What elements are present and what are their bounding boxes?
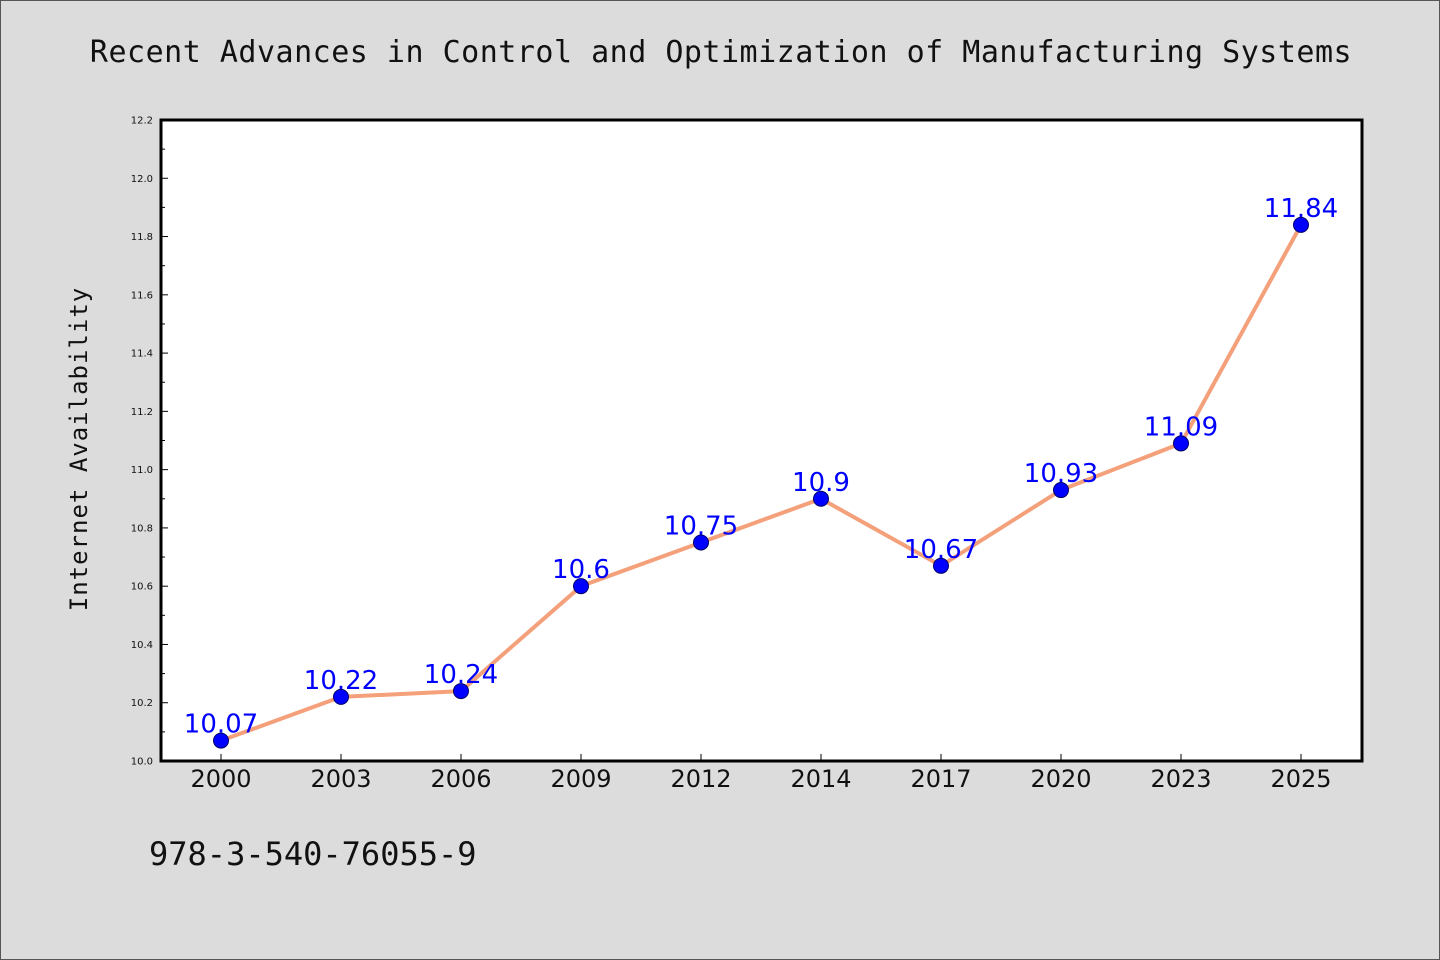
x-axis-ticks: 2000 2003 2006 2009 2012 2014 2017 2020 2023 2025 bbox=[190, 754, 1332, 793]
x-tick-label: 2014 bbox=[790, 765, 851, 793]
x-tick-label: 2017 bbox=[910, 765, 971, 793]
data-label: 11.84 bbox=[1264, 194, 1338, 224]
y-tick-label: 10.6 bbox=[131, 582, 153, 593]
chart-title: Recent Advances in Control and Optimizat… bbox=[89, 35, 1353, 70]
data-label: 10.75 bbox=[664, 511, 738, 541]
x-tick-label: 2020 bbox=[1030, 765, 1091, 793]
data-point bbox=[1053, 482, 1069, 499]
data-point bbox=[213, 732, 229, 749]
series-group: 10.07 10.22 10.24 10.6 10.75 10.9 10.67 10.93 11… bbox=[184, 194, 1338, 749]
x-tick-label: 2006 bbox=[430, 765, 491, 793]
data-point bbox=[933, 557, 949, 574]
x-tick-label: 2025 bbox=[1270, 765, 1331, 793]
x-tick-label: 2000 bbox=[190, 765, 251, 793]
data-label: 10.93 bbox=[1024, 459, 1098, 489]
series-line bbox=[219, 222, 1303, 743]
data-point bbox=[333, 688, 349, 705]
data-label: 10.9 bbox=[792, 468, 850, 498]
isbn-footer: 978-3-540-76055-9 bbox=[149, 835, 477, 873]
y-tick-label: 12.2 bbox=[131, 116, 153, 127]
data-point bbox=[453, 683, 469, 700]
data-label: 10.6 bbox=[552, 555, 610, 585]
y-tick-label: 11.4 bbox=[131, 349, 153, 360]
data-point bbox=[813, 490, 829, 507]
y-tick-label: 10.0 bbox=[131, 757, 153, 768]
y-axis-title: Internet Availability bbox=[65, 287, 93, 611]
x-tick-label: 2023 bbox=[1150, 765, 1211, 793]
plot-area bbox=[161, 120, 1362, 761]
x-tick-label: 2009 bbox=[550, 765, 611, 793]
data-point bbox=[693, 534, 709, 551]
data-point bbox=[1173, 435, 1189, 452]
data-label: 10.67 bbox=[904, 535, 978, 565]
y-tick-label: 10.2 bbox=[131, 698, 153, 709]
data-label: 11.09 bbox=[1144, 412, 1218, 442]
x-tick-label: 2012 bbox=[670, 765, 731, 793]
data-label: 10.22 bbox=[304, 666, 378, 696]
data-point bbox=[1293, 216, 1309, 233]
y-tick-label: 12.0 bbox=[131, 174, 153, 185]
data-point bbox=[573, 578, 589, 595]
y-tick-label: 10.8 bbox=[131, 523, 153, 534]
data-label: 10.24 bbox=[424, 660, 498, 690]
y-axis-ticks: 10.0 10.2 10.4 10.6 10.8 11.0 11.2 11.4 11.6 11.8… bbox=[131, 116, 168, 768]
y-tick-label: 11.8 bbox=[131, 232, 153, 243]
plot-frame bbox=[159, 118, 1364, 763]
x-tick-label: 2003 bbox=[310, 765, 371, 793]
data-label: 10.07 bbox=[184, 710, 258, 740]
y-tick-label: 11.6 bbox=[131, 290, 153, 301]
y-tick-label: 11.0 bbox=[131, 465, 153, 476]
y-tick-label: 10.4 bbox=[131, 640, 153, 651]
y-tick-label: 11.2 bbox=[131, 407, 153, 418]
